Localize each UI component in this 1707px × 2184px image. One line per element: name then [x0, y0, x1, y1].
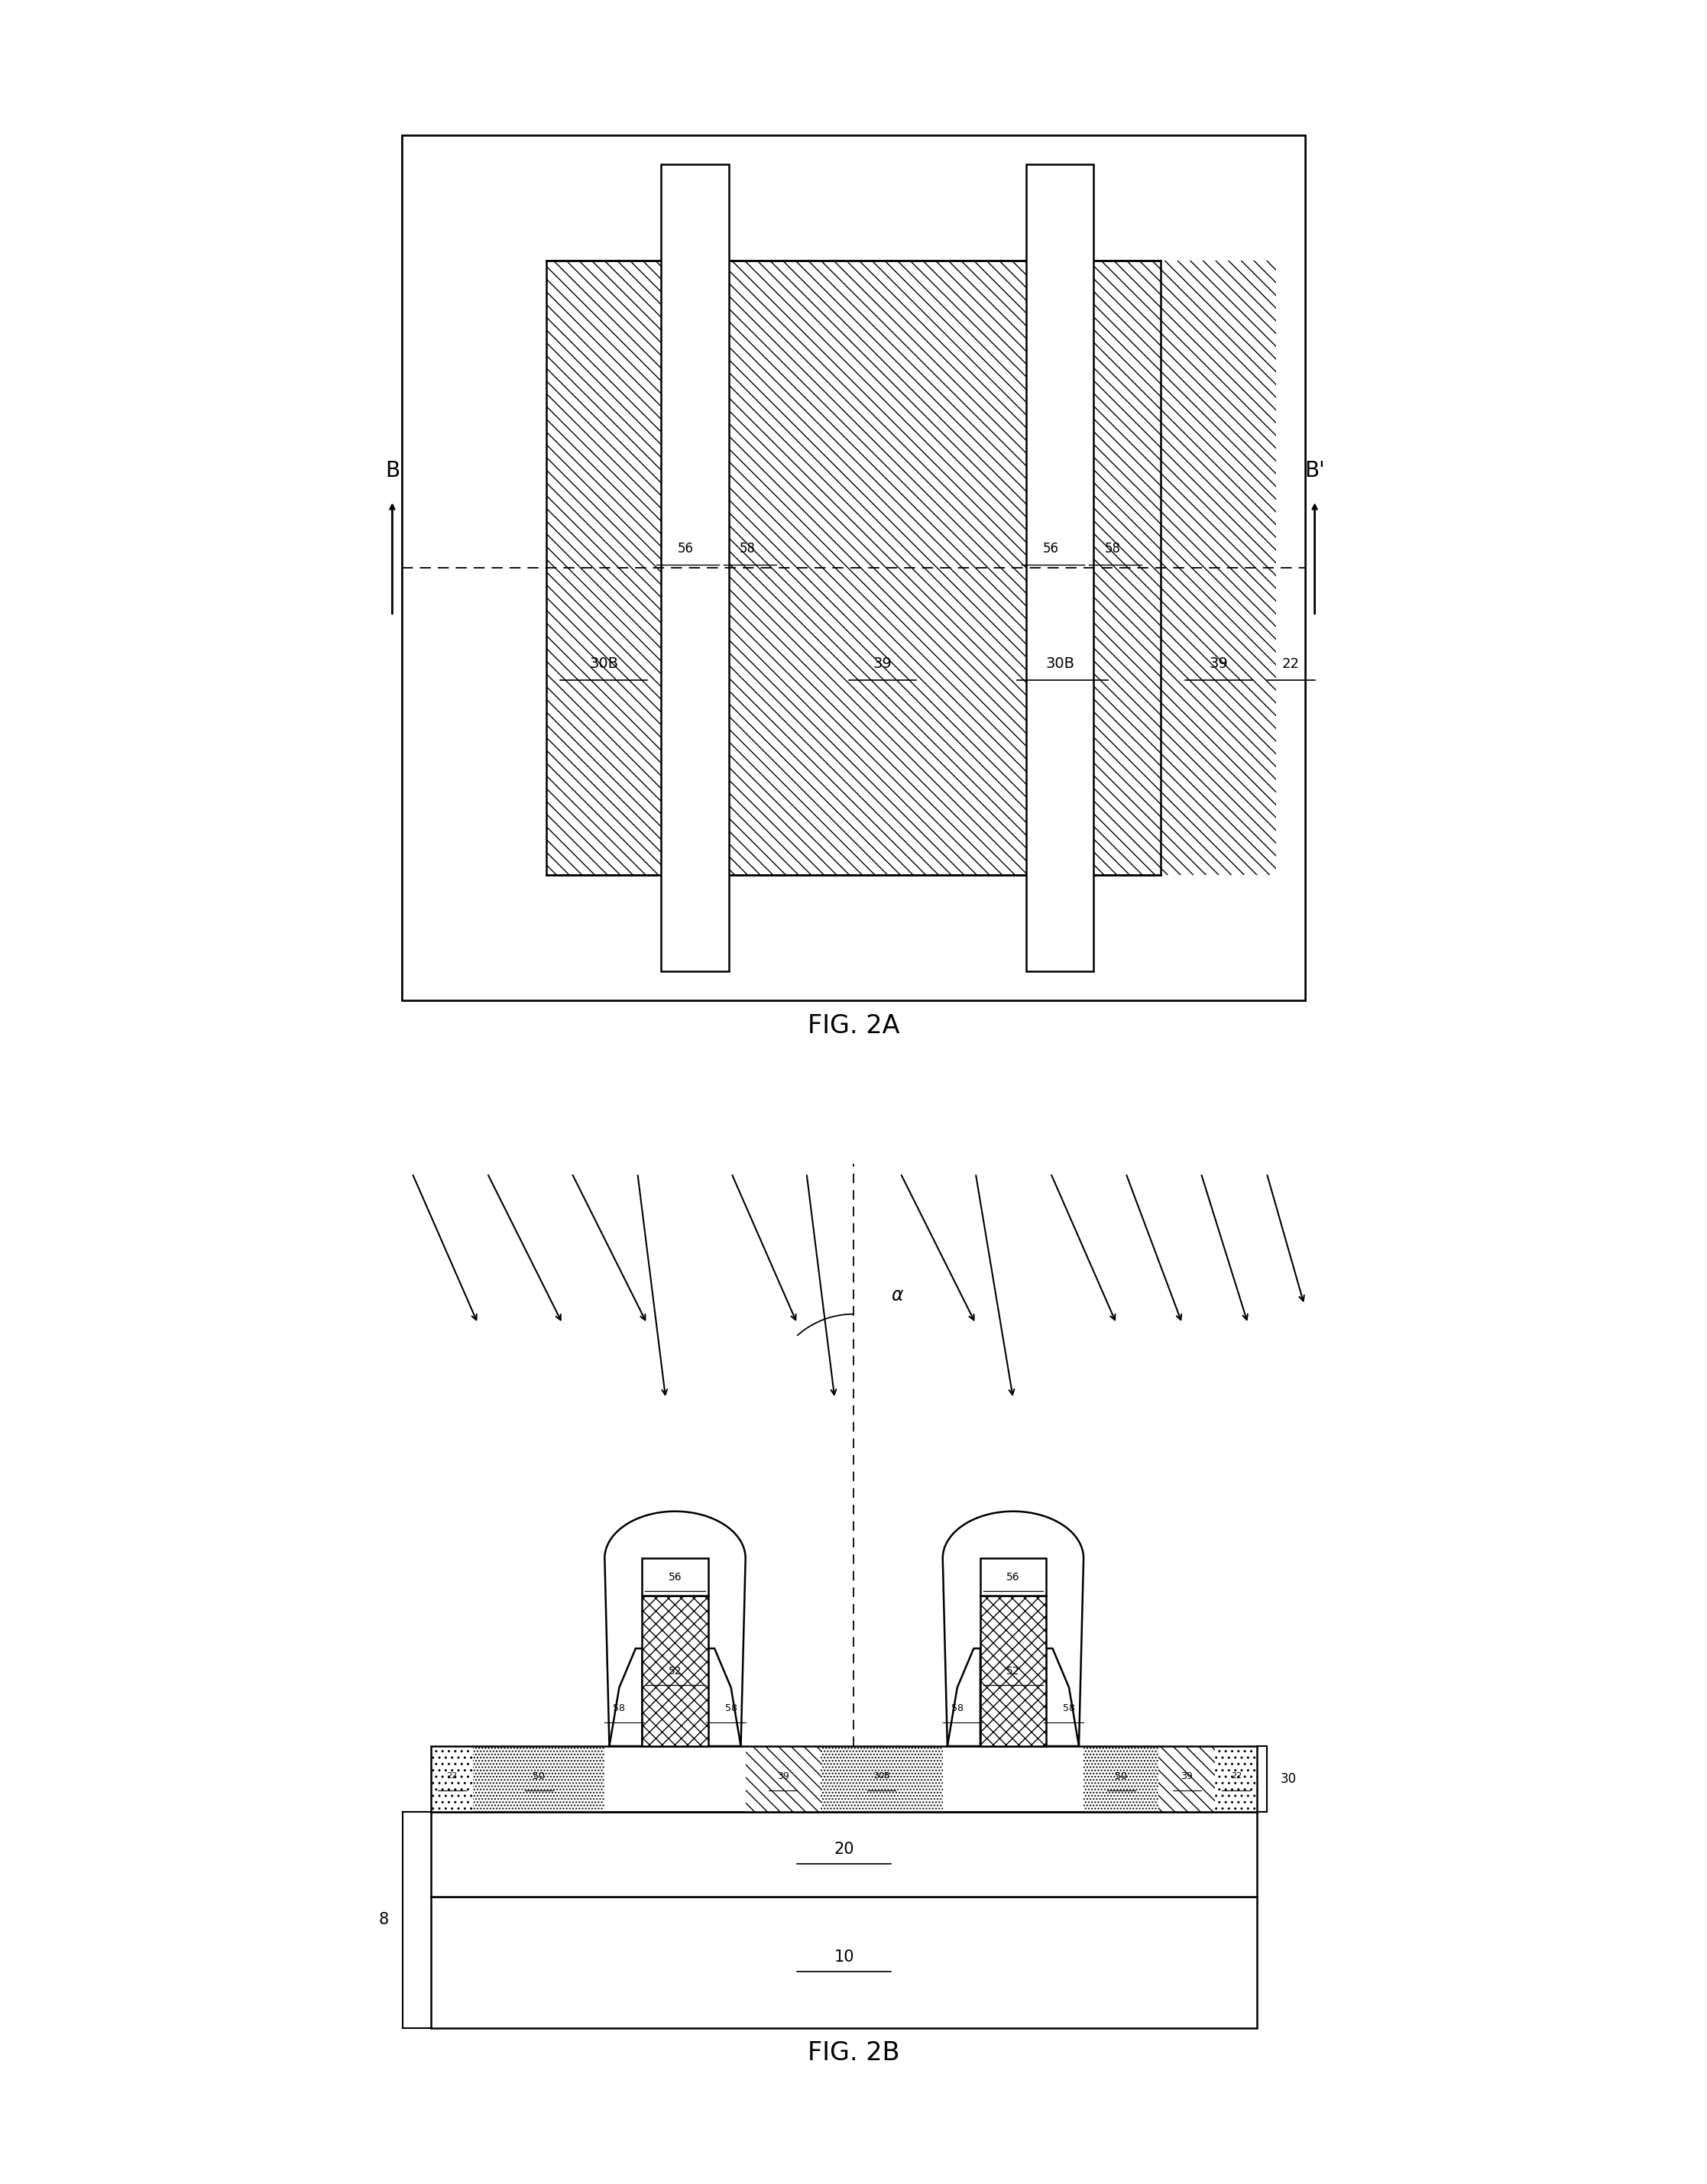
Text: 52: 52	[669, 1666, 681, 1677]
Text: 30B: 30B	[589, 657, 618, 670]
Text: 10: 10	[835, 1950, 854, 1966]
Text: 58: 58	[1063, 1704, 1075, 1714]
Text: FIG. 2B: FIG. 2B	[807, 2040, 900, 2066]
Bar	[642, 1597, 708, 1747]
Bar	[430, 1813, 1258, 1896]
Text: 58: 58	[951, 1704, 963, 1714]
Bar	[1159, 1747, 1215, 1813]
Bar	[1215, 1747, 1258, 1813]
Text: 58: 58	[613, 1704, 625, 1714]
Bar	[401, 876, 1306, 1000]
Bar	[729, 260, 1026, 876]
Text: $\alpha$: $\alpha$	[891, 1286, 905, 1304]
Text: 39: 39	[1209, 657, 1227, 670]
Text: 30B: 30B	[1046, 657, 1075, 670]
Bar	[401, 260, 546, 876]
Text: 30B: 30B	[874, 1773, 889, 1780]
Bar	[1277, 260, 1306, 876]
Bar	[821, 1747, 942, 1813]
Bar	[401, 135, 1306, 260]
Text: B': B'	[1304, 461, 1325, 480]
Bar	[546, 260, 1161, 876]
Polygon shape	[609, 1649, 642, 1747]
Bar	[642, 1559, 708, 1597]
Text: 22: 22	[1282, 657, 1299, 670]
Text: 39: 39	[1181, 1771, 1193, 1782]
Text: 39: 39	[777, 1771, 789, 1782]
Text: 52: 52	[1007, 1666, 1019, 1677]
Text: B: B	[386, 461, 399, 480]
Bar	[430, 1747, 473, 1813]
Bar	[473, 1747, 604, 1813]
Text: 58: 58	[739, 542, 756, 555]
Text: 39: 39	[872, 657, 891, 670]
Text: 50: 50	[533, 1771, 545, 1782]
Bar	[1084, 1747, 1159, 1813]
Text: 22: 22	[1231, 1773, 1241, 1780]
Text: 56: 56	[669, 1572, 681, 1583]
Bar	[430, 1747, 1258, 1813]
Text: 56: 56	[1043, 542, 1058, 555]
Text: 50: 50	[1115, 1771, 1127, 1782]
Text: 58: 58	[1104, 542, 1121, 555]
Bar	[661, 164, 729, 972]
Bar	[546, 260, 661, 876]
Text: 22: 22	[447, 1773, 457, 1780]
Bar	[746, 1747, 821, 1813]
Bar	[980, 1597, 1046, 1747]
Polygon shape	[1046, 1649, 1079, 1747]
Bar	[430, 1896, 1258, 2027]
Text: 58: 58	[725, 1704, 737, 1714]
Bar	[1026, 164, 1094, 972]
Text: 8: 8	[379, 1913, 389, 1928]
Text: FIG. 2A: FIG. 2A	[807, 1013, 900, 1040]
Polygon shape	[708, 1649, 741, 1747]
Bar	[1161, 260, 1277, 876]
Text: 56: 56	[678, 542, 693, 555]
Bar	[980, 1559, 1046, 1597]
Text: 56: 56	[1007, 1572, 1019, 1583]
Text: 30: 30	[1280, 1771, 1297, 1787]
Bar	[1094, 260, 1161, 876]
Polygon shape	[947, 1649, 980, 1747]
Text: 20: 20	[835, 1841, 854, 1856]
Bar	[1161, 260, 1306, 876]
